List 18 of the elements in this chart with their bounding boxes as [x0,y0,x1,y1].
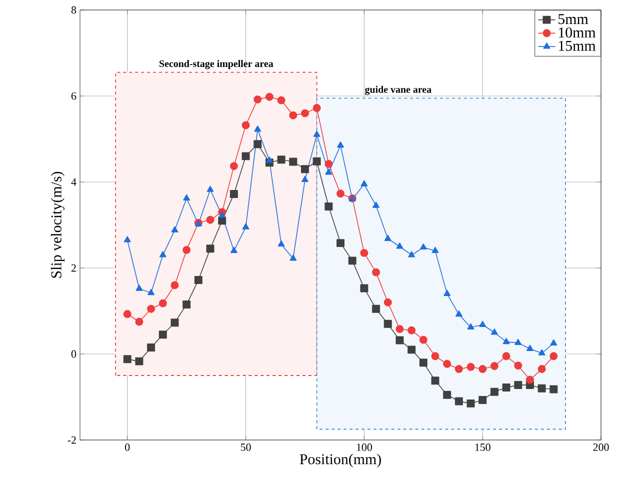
legend-label: 15mm [558,40,596,51]
y-tick-label: -2 [68,436,76,444]
y-tick-label: 0 [71,350,76,358]
band-label: Second-stage impeller area [160,60,274,70]
y-axis-title: Slip velocity(m/s) [50,172,64,278]
x-tick-label: 200 [593,444,609,451]
band-label: guide vane area [365,86,432,95]
x-tick-label: 50 [240,444,251,451]
legend-label: 5mm [558,14,588,24]
y-tick-label: 6 [71,92,76,100]
y-tick-label: 4 [71,178,76,186]
y-tick-label: 2 [71,264,76,272]
x-tick-label: 100 [356,444,372,451]
x-axis-title: Position(mm) [300,454,381,468]
legend-label: 10mm [558,27,596,38]
x-tick-label: 0 [125,444,130,451]
y-tick-label: 8 [71,6,76,14]
x-tick-label: 150 [475,444,490,451]
